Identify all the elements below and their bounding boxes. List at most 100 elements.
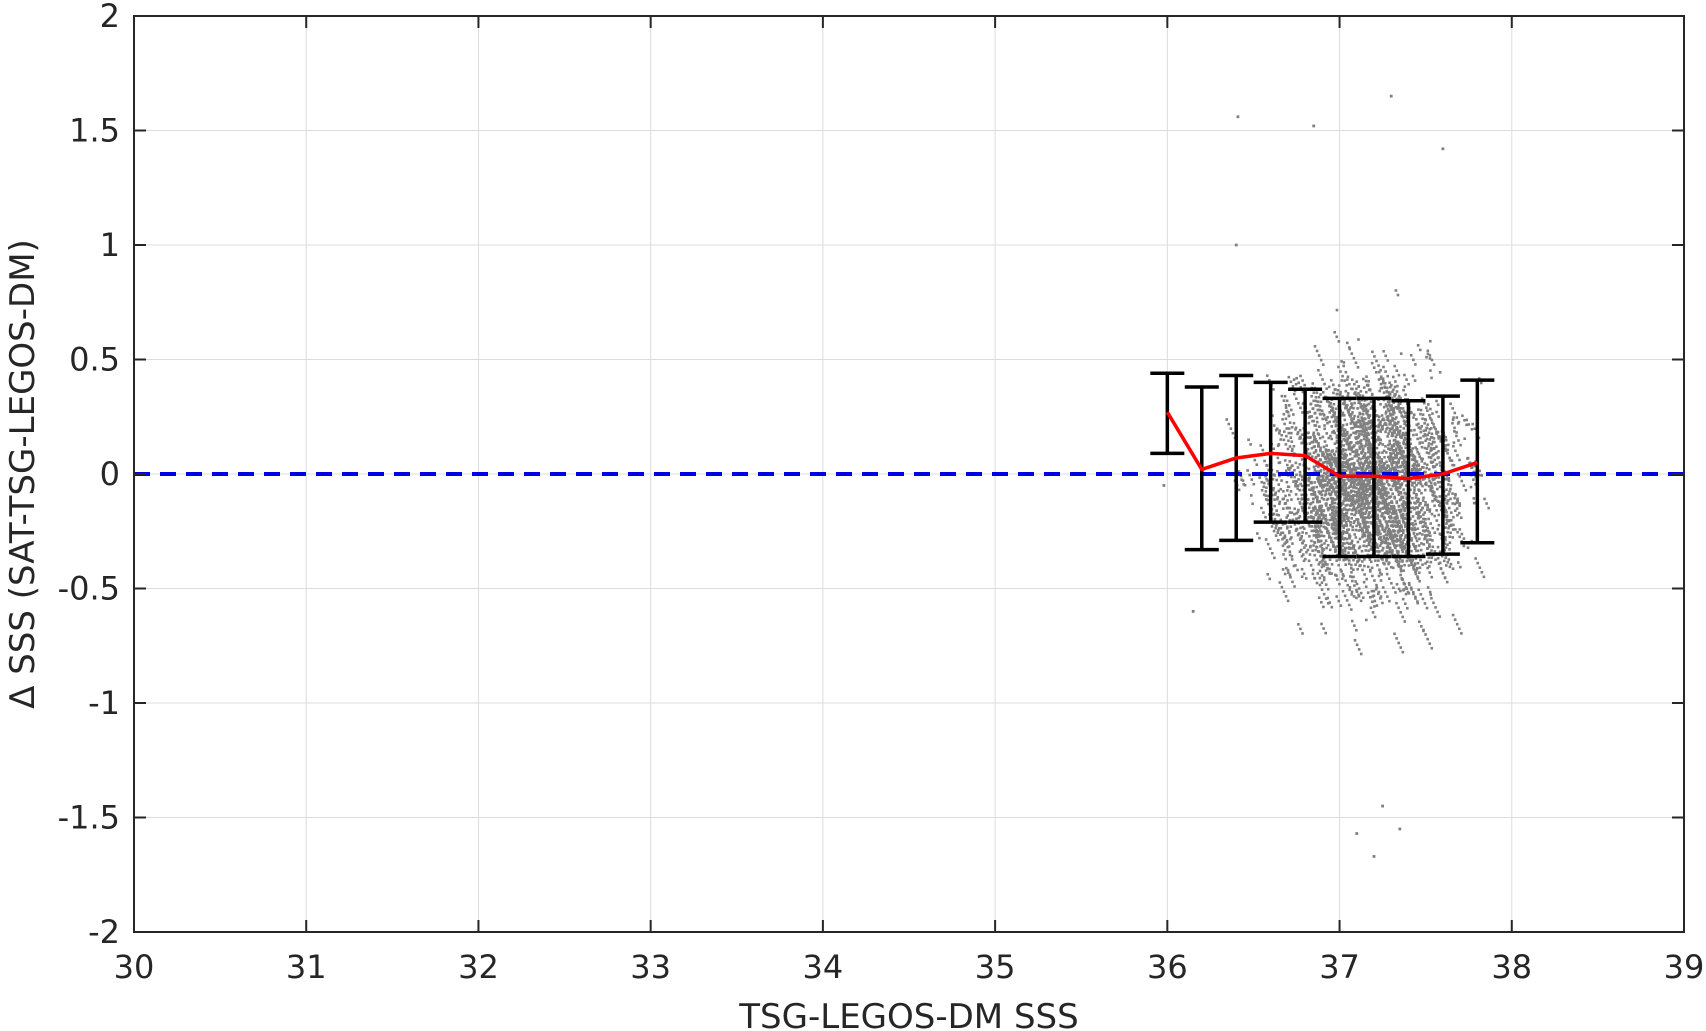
scatter-point [1412, 532, 1416, 535]
scatter-point [1403, 436, 1407, 440]
scatter-point [1388, 496, 1391, 499]
scatter-point [1412, 592, 1415, 596]
scatter-point [1361, 465, 1365, 469]
scatter-point [1355, 429, 1359, 433]
scatter-point [1386, 541, 1390, 545]
scatter-point [1355, 582, 1359, 586]
scatter-point [1445, 474, 1449, 478]
scatter-point [1421, 466, 1424, 469]
scatter-point [1444, 447, 1447, 451]
scatter-point [1320, 543, 1324, 547]
scatter-point [1350, 590, 1354, 594]
scatter-point [1362, 421, 1366, 425]
scatter-point [1380, 493, 1383, 496]
scatter-point [1430, 486, 1434, 490]
scatter-point [1419, 593, 1423, 596]
scatter-point [1369, 400, 1373, 404]
scatter-point [1384, 533, 1388, 536]
scatter-point [1394, 546, 1397, 550]
scatter-point [1453, 430, 1456, 433]
scatter-point [1342, 482, 1345, 485]
scatter-point [1400, 513, 1404, 517]
scatter-point [1317, 563, 1321, 566]
scatter-point [1332, 468, 1336, 471]
scatter-point [1397, 420, 1400, 424]
scatter-point [1332, 505, 1336, 509]
scatter-point [1370, 589, 1374, 593]
scatter-point [1399, 509, 1403, 513]
scatter-point [1335, 490, 1339, 493]
scatter-point [1374, 460, 1378, 464]
scatter-point [1435, 509, 1438, 512]
scatter-point [1395, 583, 1399, 586]
scatter-point [1328, 567, 1331, 571]
scatter-point [1327, 532, 1331, 535]
scatter-point [1395, 428, 1399, 431]
scatter-point [1379, 470, 1383, 474]
scatter-point [1411, 447, 1415, 450]
scatter-point [1350, 593, 1353, 596]
scatter-point [1337, 563, 1341, 567]
scatter-point [1328, 503, 1332, 507]
scatter-point [1377, 364, 1380, 367]
scatter-point [1424, 633, 1427, 636]
scatter-point [1367, 465, 1371, 468]
scatter-point [1421, 413, 1425, 416]
scatter-point [1299, 526, 1302, 530]
scatter-point [1425, 606, 1429, 610]
scatter-point [1289, 466, 1292, 470]
scatter-point [1395, 369, 1399, 372]
scatter-point [1352, 505, 1356, 509]
scatter-point [1370, 522, 1373, 525]
scatter-point [1478, 566, 1482, 569]
scatter-point [1428, 438, 1432, 441]
scatter-point [1320, 581, 1324, 584]
scatter-point [1294, 482, 1297, 486]
scatter-point [1396, 516, 1399, 520]
scatter-point [1357, 481, 1360, 485]
scatter-point [1392, 511, 1396, 514]
scatter-point [1398, 449, 1402, 453]
scatter-point [1367, 513, 1371, 517]
scatter-point [1290, 464, 1294, 468]
scatter-point [1416, 575, 1419, 578]
scatter-point [1351, 497, 1355, 501]
scatter-point [1387, 455, 1390, 459]
scatter-point [1286, 506, 1289, 510]
scatter-point [1415, 506, 1418, 509]
scatter-point [1341, 577, 1344, 580]
scatter-point [1312, 517, 1316, 520]
scatter-point [1364, 451, 1367, 455]
scatter-point [1428, 642, 1432, 645]
scatter-point [1317, 354, 1321, 357]
scatter-point [1373, 355, 1376, 358]
scatter-point [1397, 430, 1401, 434]
scatter-point [1370, 486, 1373, 489]
scatter-point [1320, 622, 1323, 626]
scatter-point [1387, 532, 1391, 536]
scatter-point [1327, 385, 1331, 389]
scatter-point [1349, 481, 1353, 485]
scatter-point [1342, 428, 1345, 431]
scatter-point [1453, 618, 1457, 621]
scatter-point [1381, 424, 1384, 428]
scatter-point [1321, 451, 1324, 454]
scatter-point [1333, 531, 1337, 535]
scatter-point [1237, 470, 1241, 473]
scatter-point [1341, 519, 1345, 523]
scatter-point [1413, 501, 1416, 505]
scatter-point [1264, 474, 1267, 478]
scatter-point [1410, 561, 1413, 565]
scatter-point [1442, 559, 1446, 563]
scatter-point [1369, 424, 1373, 428]
scatter-point [1345, 433, 1349, 436]
scatter-point [1392, 478, 1396, 481]
scatter-point [1336, 519, 1339, 522]
scatter-point [1385, 386, 1389, 390]
scatter-point [1375, 550, 1379, 553]
scatter-point [1335, 536, 1339, 539]
scatter-point [1359, 439, 1363, 442]
scatter-point [1435, 463, 1439, 466]
scatter-point [1318, 583, 1322, 587]
scatter-point [1323, 542, 1326, 545]
